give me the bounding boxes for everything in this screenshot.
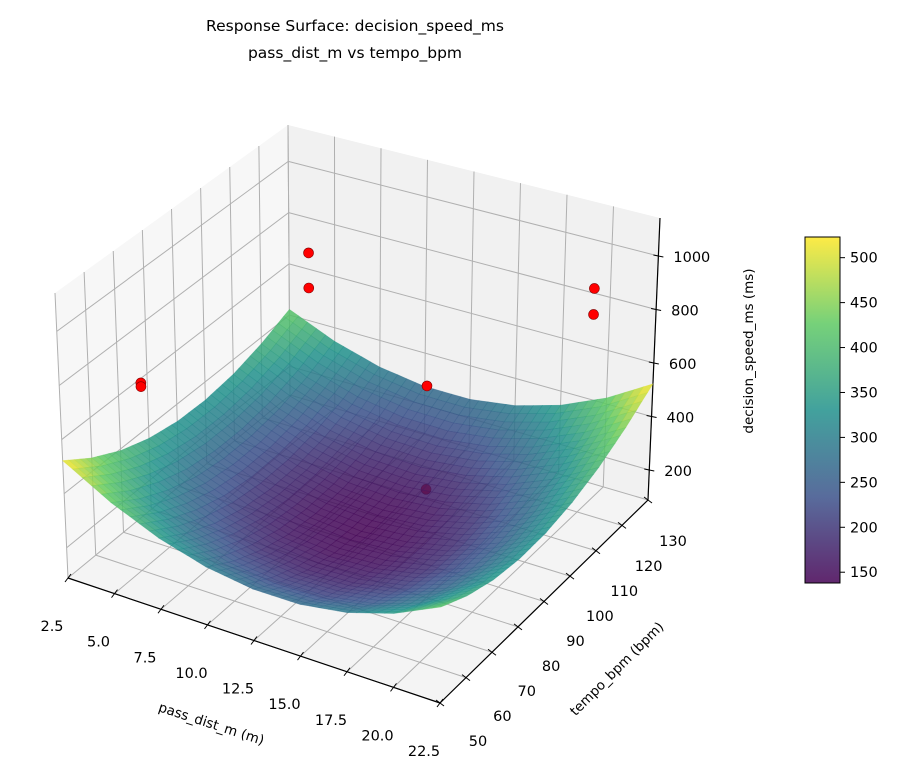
z-tick [644,468,655,472]
colorbar-tick-label: 450 [850,296,878,312]
scatter-point [135,381,147,392]
x-tick-label: 20.0 [361,728,393,744]
surface-patch [431,604,447,609]
colorbar-gradient [805,237,840,583]
x-tick-label: 2.5 [40,619,63,635]
x-tick-label: 5.0 [87,635,110,651]
x-axis-label: pass_dist_m (m) [156,700,266,749]
tick-labels: 2.5 5.0 7.5 10.0 12.5 15.0 17.5 20.0 22.5 50 60 70 8… [40,250,710,760]
colorbar-tick-label: 300 [850,430,878,446]
x-tick-label: 10.0 [175,666,207,682]
x-tick-label: 22.5 [408,744,440,760]
y-tick [435,699,445,707]
z-tick-label: 200 [664,464,692,480]
grid-line-z [288,263,654,364]
grid-line-y [54,292,69,579]
y-tick-label: 100 [586,609,614,625]
scatter-front [135,247,600,392]
y-tick [461,674,471,682]
z-axis-line [647,217,661,501]
x-tick [390,683,397,692]
y-tick-label: 90 [566,634,584,650]
grid-line-z [289,314,652,418]
z-tick [653,254,664,258]
z-tick [651,308,662,311]
y-tick-label: 130 [659,534,687,550]
z-axis-label: decision_speed_ms (ms) [741,268,757,433]
z-tick-label: 600 [669,357,697,373]
colorbar-tick-label: 250 [850,475,878,491]
grid-line-z [58,212,289,386]
x-tick [64,573,72,583]
scatter-point [303,282,315,294]
scatter-point [303,247,314,259]
response-surface [61,308,654,614]
z-tick [646,415,657,419]
y-tick [513,623,523,631]
grid-line-y [95,554,467,679]
y-tick-label: 120 [635,559,663,575]
x-tick [204,620,211,630]
colorbar-tick-label: 350 [850,385,878,401]
y-tick-label: 110 [610,584,638,600]
z-tick-label: 400 [667,411,695,427]
y-tick [539,598,549,605]
z-tick-label: 800 [671,304,699,320]
z-tick [648,361,659,365]
y-tick-label: 80 [542,659,560,675]
y-tick [487,648,497,656]
colorbar-tick-label: 150 [850,565,878,581]
grid-line-z [288,160,659,257]
y-tick [643,496,653,504]
chart-title-line-2: pass_dist_m vs tempo_bpm [248,44,462,63]
scatter-point [421,380,433,392]
colorbar: 150 200 250 300 350 400 450 500 [804,236,878,584]
grid-line-z [56,160,289,332]
x-tick [250,636,258,645]
x-tick [111,589,118,598]
axis-lines [64,217,664,708]
y-tick-label: 60 [493,709,511,725]
x-tick-label: 17.5 [315,713,347,729]
x-tick-label: 15.0 [268,697,300,713]
x-tick-label: 7.5 [133,650,156,666]
x-tick [343,667,351,677]
colorbar-tick-label: 400 [850,341,878,357]
scatter-point [589,283,600,294]
y-tick-label: 70 [518,684,536,700]
y-tick [565,572,575,580]
y-tick [617,521,627,529]
scatter-point [588,309,599,320]
y-tick [591,547,601,555]
colorbar-tick-label: 500 [850,251,878,267]
x-tick [157,604,165,614]
colorbar-frame [804,236,841,584]
grid-line-y [83,271,97,556]
grid-line-z [61,263,290,440]
z-tick-label: 1000 [673,250,710,266]
chart-title-line-1: Response Surface: decision_speed_ms [206,17,504,36]
x-tick [297,651,304,661]
colorbar-tick-label: 200 [850,520,878,536]
x-tick-label: 12.5 [222,682,254,698]
y-tick-label: 50 [469,734,487,750]
